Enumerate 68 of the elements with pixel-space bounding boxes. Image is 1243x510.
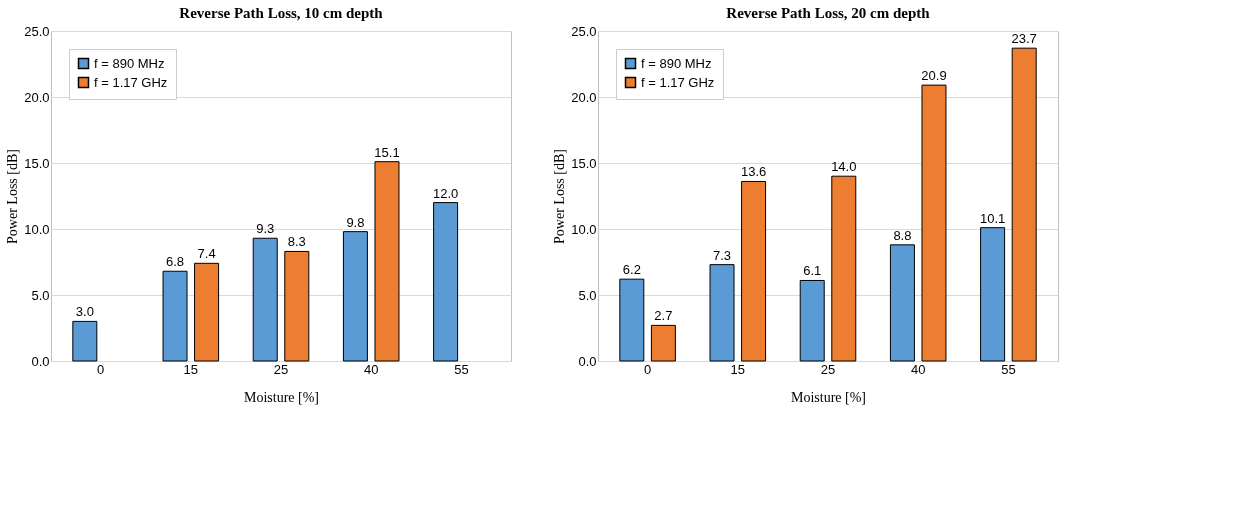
x-tick-label: 15	[183, 361, 199, 377]
data-label: 7.4	[197, 246, 216, 262]
data-label: 2.7	[654, 308, 673, 324]
y-tick-label: 5.0	[31, 287, 50, 303]
chart-title: Reverse Path Loss, 20 cm depth	[726, 5, 931, 21]
data-label: 8.8	[893, 227, 912, 243]
bar	[921, 84, 947, 362]
x-tick-label: 15	[730, 361, 746, 377]
bar	[162, 270, 188, 362]
data-label: 6.8	[165, 254, 185, 270]
x-tick-label: 0	[643, 361, 652, 377]
x-tick-label: 25	[820, 361, 836, 377]
bar	[72, 320, 98, 362]
bar	[799, 279, 825, 362]
x-tick-label: 55	[1001, 361, 1016, 377]
y-tick-label: 0.0	[578, 353, 597, 369]
y-axis-title: Power Loss [dB]	[552, 149, 568, 244]
bar	[342, 231, 368, 362]
y-tick-label: 20.0	[571, 89, 597, 105]
chart-title: Reverse Path Loss, 10 cm depth	[179, 5, 384, 21]
bar	[619, 278, 645, 362]
y-tick-label: 0.0	[31, 353, 50, 369]
data-label: 13.6	[740, 164, 767, 180]
data-label: 23.7	[1011, 31, 1037, 47]
data-label: 20.9	[921, 68, 947, 84]
data-label: 7.3	[712, 247, 732, 263]
data-label: 14.0	[831, 159, 857, 175]
x-tick-label: 0	[96, 361, 105, 377]
data-label: 6.2	[622, 262, 641, 278]
x-tick-label: 40	[910, 361, 926, 377]
legend-label: f = 890 MHz	[641, 55, 712, 71]
legend-label: f = 1.17 GHz	[641, 74, 715, 90]
bar	[831, 175, 857, 362]
bar	[252, 237, 278, 362]
y-tick-label: 15.0	[571, 155, 597, 171]
x-tick-label: 40	[363, 361, 379, 377]
bar	[284, 250, 310, 362]
data-label: 10.1	[979, 210, 1006, 226]
x-axis-title: Moisture [%]	[790, 389, 867, 405]
data-label: 6.1	[803, 263, 822, 279]
x-axis-title: Moisture [%]	[243, 389, 320, 405]
data-label: 3.0	[75, 304, 94, 320]
y-axis-title: Power Loss [dB]	[5, 149, 21, 244]
bar	[374, 161, 400, 362]
y-tick-label: 20.0	[24, 89, 50, 105]
y-tick-label: 10.0	[24, 221, 50, 237]
x-tick-label: 55	[454, 361, 469, 377]
data-label: 12.0	[432, 185, 459, 201]
bar	[1011, 47, 1037, 362]
data-label: 8.3	[287, 234, 306, 250]
y-tick-label: 25.0	[571, 23, 597, 39]
legend-label: f = 890 MHz	[94, 55, 165, 71]
bar	[433, 202, 459, 362]
bar	[741, 180, 767, 362]
bar	[650, 324, 676, 362]
data-label: 15.1	[374, 144, 400, 160]
y-tick-label: 25.0	[24, 23, 50, 39]
x-tick-label: 25	[273, 361, 289, 377]
y-tick-label: 15.0	[24, 155, 50, 171]
bar	[980, 227, 1006, 362]
y-tick-label: 10.0	[571, 221, 597, 237]
y-tick-label: 5.0	[578, 287, 597, 303]
data-label: 9.8	[346, 214, 365, 230]
bar	[889, 244, 915, 362]
data-label: 9.3	[256, 221, 275, 237]
legend-label: f = 1.17 GHz	[94, 74, 168, 90]
bar	[194, 262, 220, 362]
bar	[709, 264, 735, 362]
